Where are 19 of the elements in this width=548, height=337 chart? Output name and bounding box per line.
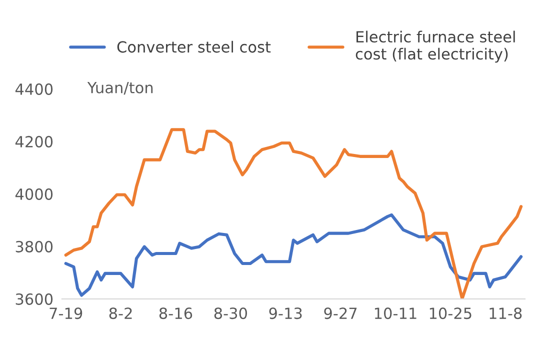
- y-tick-label: 3600: [16, 293, 53, 305]
- line-series: [64, 213, 523, 297]
- legend-label: Converter steel cost: [117, 40, 271, 53]
- x-tick-label: 11-8: [490, 308, 522, 320]
- x-tick-label: 8-30: [214, 308, 247, 320]
- y-tick-label: 4200: [15, 136, 53, 148]
- x-tick-label: 9-27: [324, 308, 357, 320]
- x-tick-label: 10-25: [430, 308, 472, 320]
- x-tick-label: 8-2: [109, 308, 132, 320]
- line-series: [64, 128, 523, 299]
- y-tick-label: 4400: [15, 83, 53, 95]
- y-axis-title: Yuan/ton: [87, 82, 153, 95]
- y-tick-label: 3800: [16, 240, 53, 252]
- y-tick-label: 4000: [15, 188, 53, 200]
- legend-label: Electric furnace steel cost (flat electricity): [356, 30, 515, 63]
- x-tick-label: 10-11: [374, 308, 416, 320]
- x-tick-label: 9-13: [269, 308, 302, 320]
- x-tick-label: 8-16: [159, 308, 192, 320]
- x-tick-label: 7-19: [50, 308, 82, 320]
